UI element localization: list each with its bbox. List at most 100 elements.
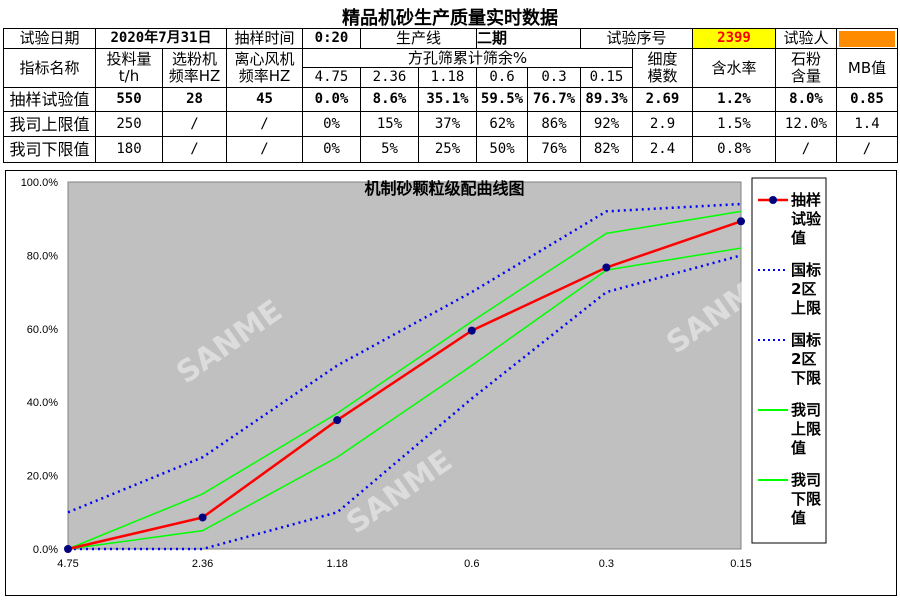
y-tick-label: 100.0% — [21, 177, 59, 189]
seq-label: 试验序号 — [580, 28, 693, 49]
quality-table: 试验日期 2020年7月31日 抽样时间 0:20 生产线 二期 试验序号 23… — [3, 28, 898, 163]
data-point — [737, 217, 745, 226]
table-cell[interactable]: 12.0% — [775, 111, 837, 137]
table-cell[interactable]: / — [226, 136, 303, 163]
tester-value-redacted[interactable] — [836, 28, 898, 49]
legend-label: 国标 2区下限 — [791, 331, 821, 387]
table-cell[interactable]: 86% — [527, 111, 581, 137]
table-cell[interactable]: 50% — [476, 136, 528, 163]
x-tick-label: 0.15 — [730, 558, 751, 570]
table-cell[interactable]: 35.1% — [418, 87, 477, 112]
feed-header: 投料量 t/h — [95, 48, 163, 88]
table-cell[interactable]: 0.85 — [836, 87, 898, 112]
row-label: 我司上限值 — [3, 111, 96, 137]
line-label: 生产线 — [360, 28, 477, 49]
powder-header: 石粉 含量 — [775, 48, 837, 88]
table-cell[interactable]: 1.5% — [692, 111, 776, 137]
table-cell[interactable]: 0% — [302, 111, 361, 137]
indicator-name-header: 指标名称 — [3, 48, 96, 88]
table-row: 我司上限值 250//0% 15% 37% 62% 86% 92% 2.9 1.5% 12.0% 1… — [3, 111, 898, 137]
row-label: 抽样试验值 — [3, 87, 96, 112]
table-cell[interactable]: 2.9 — [632, 111, 693, 137]
table-cell[interactable]: 8.6% — [360, 87, 419, 112]
table-cell[interactable]: / — [836, 136, 898, 163]
table-cell[interactable]: 550 — [95, 87, 163, 112]
table-row: 抽样试验值 550 28 45 0.0% 8.6% 35.1% 59.5% 76.7% 89.3%… — [3, 87, 898, 112]
table-cell[interactable]: 45 — [226, 87, 303, 112]
series-line-0 — [67, 220, 742, 551]
table-cell[interactable]: 8.0% — [775, 87, 837, 112]
legend-label: 我司下限值 — [791, 471, 821, 527]
mb-header: MB值 — [836, 48, 898, 88]
x-tick-label: 2.36 — [192, 558, 213, 570]
fineness-header: 细度 模数 — [632, 48, 693, 88]
legend-box — [751, 177, 827, 544]
table-cell[interactable]: / — [226, 111, 303, 137]
moisture-header: 含水率 — [692, 48, 776, 88]
data-point — [333, 416, 342, 425]
table-cell[interactable]: 0% — [302, 136, 361, 163]
table-cell[interactable]: 76% — [527, 136, 581, 163]
time-label: 抽样时间 — [226, 28, 303, 49]
y-tick-label: 80.0% — [27, 250, 58, 262]
table-cell[interactable]: 62% — [476, 111, 528, 137]
table-cell[interactable]: 82% — [580, 136, 633, 163]
legend-marker — [769, 196, 777, 204]
legend-label: 抽样试验值 — [791, 191, 822, 247]
sieve-header-2.36: 2.36 — [360, 67, 419, 88]
table-cell[interactable]: 76.7% — [527, 87, 581, 112]
time-value[interactable]: 0:20 — [302, 28, 361, 49]
sieve-header-4.75: 4.75 — [302, 67, 361, 88]
plot-area — [67, 181, 742, 550]
data-point — [198, 513, 207, 522]
x-tick-label: 0.3 — [599, 558, 614, 570]
table-cell[interactable]: 89.3% — [580, 87, 633, 112]
sieve-header-0.3: 0.3 — [527, 67, 581, 88]
y-tick-label: 40.0% — [27, 397, 58, 409]
table-cell[interactable]: 28 — [162, 87, 227, 112]
chart-title: 机制砂颗粒级配曲线图 — [364, 179, 524, 198]
y-tick-label: 60.0% — [27, 324, 58, 336]
legend-label: 国标 2区上限 — [791, 261, 821, 317]
sieve-header-1.18: 1.18 — [418, 67, 477, 88]
legend-label: 我司上限值 — [791, 401, 821, 457]
table-cell[interactable]: 15% — [360, 111, 419, 137]
table-cell[interactable]: 2.69 — [632, 87, 693, 112]
table-cell[interactable]: 59.5% — [476, 87, 528, 112]
date-value[interactable]: 2020年7月31日 — [95, 28, 227, 49]
y-tick-label: 0.0% — [33, 544, 58, 556]
table-cell[interactable]: 180 — [95, 136, 163, 163]
table-cell[interactable]: 0.8% — [692, 136, 776, 163]
table-cell[interactable]: 92% — [580, 111, 633, 137]
x-tick-label: 4.75 — [57, 558, 78, 570]
table-cell[interactable]: 0.0% — [302, 87, 361, 112]
table-row: 我司下限值 180//0% 5% 25% 50% 76% 82% 2.4 0.8% / / — [3, 136, 898, 163]
table-cell[interactable]: / — [775, 136, 837, 163]
tester-label: 试验人 — [775, 28, 837, 49]
page-title: 精品机砂生产质量实时数据 — [342, 8, 558, 29]
table-cell[interactable]: 1.4 — [836, 111, 898, 137]
series-line-4 — [67, 247, 742, 550]
y-tick-label: 20.0% — [27, 471, 58, 483]
seq-value[interactable]: 2399 — [692, 28, 776, 49]
date-label: 试验日期 — [3, 28, 96, 49]
table-cell[interactable]: 37% — [418, 111, 477, 137]
sieve-header-0.6: 0.6 — [476, 67, 528, 88]
data-point — [602, 263, 611, 272]
table-cell[interactable]: 5% — [360, 136, 419, 163]
table-cell[interactable]: 1.2% — [692, 87, 776, 112]
table-cell[interactable]: / — [162, 136, 227, 163]
table-cell[interactable]: 250 — [95, 111, 163, 137]
line-value[interactable]: 二期 — [476, 28, 581, 49]
data-point — [467, 326, 476, 335]
classifier-header: 选粉机 频率HZ — [162, 48, 227, 88]
x-tick-label: 1.18 — [326, 558, 347, 570]
sieve-header-0.15: 0.15 — [580, 67, 633, 88]
table-cell[interactable]: 25% — [418, 136, 477, 163]
table-cell[interactable]: / — [162, 111, 227, 137]
series-line-3 — [67, 210, 742, 550]
x-tick-label: 0.6 — [464, 558, 479, 570]
table-cell[interactable]: 2.4 — [632, 136, 693, 163]
grading-curve-chart: 0.0% 20.0% 40.0% 60.0% 80.0% 100.0% 4.75 2.36 1.… — [5, 170, 897, 596]
